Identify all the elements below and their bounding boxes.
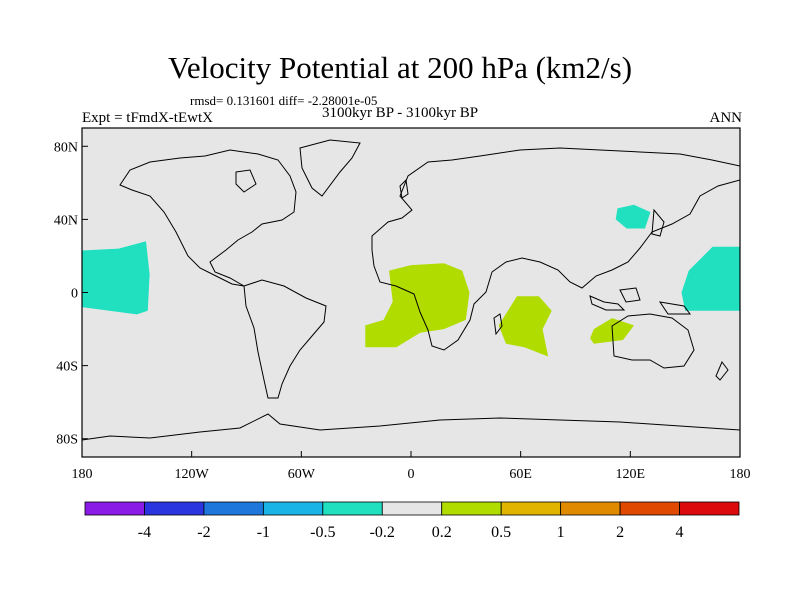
- colorbar-label: -0.2: [370, 524, 395, 541]
- colorbar-label: 0.5: [491, 524, 511, 541]
- colorbar-swatch: [381, 501, 443, 516]
- lon-tick-label: 120E: [616, 467, 646, 482]
- coastline-eurasia-africa: [371, 147, 740, 351]
- coastline-new-zealand: [715, 361, 729, 381]
- colorbar-swatch: [500, 501, 562, 516]
- region-central-pacific-west-edge: [82, 241, 150, 315]
- axis-ticks: 80N 40N 0 40S 80S 180 120W 60W 0 60E 120E 180: [54, 140, 751, 482]
- colorbar-label: -1: [257, 524, 270, 541]
- lat-tick-label: 40N: [54, 213, 78, 228]
- period-label: 3100kyr BP - 3100kyr BP: [321, 105, 479, 121]
- region-west-pacific: [681, 246, 740, 311]
- lat-tick-label: 0: [71, 287, 78, 302]
- experiment-label: Expt = tFmdX-tEwtX: [82, 110, 213, 126]
- coastline-new-guinea: [658, 301, 691, 315]
- coastline-madagascar: [493, 313, 503, 336]
- colorbar-swatch: [679, 501, 740, 516]
- coastline-hudson-bay: [235, 169, 257, 193]
- lat-tick-label: 40S: [56, 360, 78, 375]
- lon-tick-label: 120W: [175, 467, 210, 482]
- lat-tick-label: 80N: [54, 140, 78, 155]
- lat-tick-label: 80S: [56, 433, 78, 448]
- coastlines: [82, 139, 740, 441]
- lon-tick-label: 60W: [288, 467, 316, 482]
- stats-text: rmsd= 0.131601 diff= -2.28001e-05: [190, 93, 378, 108]
- season-label: ANN: [709, 110, 743, 126]
- region-indian-ocean: [498, 296, 552, 357]
- colorbar-swatch: [84, 501, 145, 516]
- colorbar-label: 4: [676, 524, 684, 541]
- lon-tick-label: 0: [408, 467, 415, 482]
- coastline-borneo: [619, 287, 641, 303]
- coastline-greenland: [299, 139, 361, 197]
- colorbar-label: -4: [138, 524, 151, 541]
- coastline-uk: [399, 178, 409, 199]
- region-east-asia: [615, 204, 651, 229]
- coastline-australia: [611, 313, 695, 369]
- coastline-antarctica: [82, 413, 740, 441]
- colorbar-swatch: [441, 501, 502, 516]
- colorbar-swatch: [560, 501, 621, 516]
- map-title: Velocity Potential at 200 hPa (km2/s): [167, 50, 633, 85]
- colorbar-swatch: [619, 501, 680, 516]
- coastline-indonesia: [589, 295, 626, 311]
- colorbar-label: -0.5: [310, 524, 335, 541]
- colorbar-label: -2: [197, 524, 210, 541]
- colorbar-label: 1: [557, 524, 565, 541]
- colorbar-label: 2: [616, 524, 624, 541]
- lon-tick-label: 60E: [509, 467, 532, 482]
- colorbar-swatch: [203, 501, 264, 516]
- colorbar-swatch: [322, 501, 383, 516]
- coastline-japan: [651, 208, 665, 237]
- colorbar-swatch: [262, 501, 324, 516]
- coastline-north-america: [119, 149, 297, 287]
- colorbar-swatch: [144, 501, 205, 516]
- lon-tick-label: 180: [72, 467, 93, 482]
- colorbar: -4 -2 -1 -0.5 -0.2 0.2 0.5 1 2 4: [84, 501, 740, 541]
- coastline-south-america: [243, 279, 327, 399]
- colorbar-label: 0.2: [432, 524, 452, 541]
- lon-tick-label: 180: [730, 467, 751, 482]
